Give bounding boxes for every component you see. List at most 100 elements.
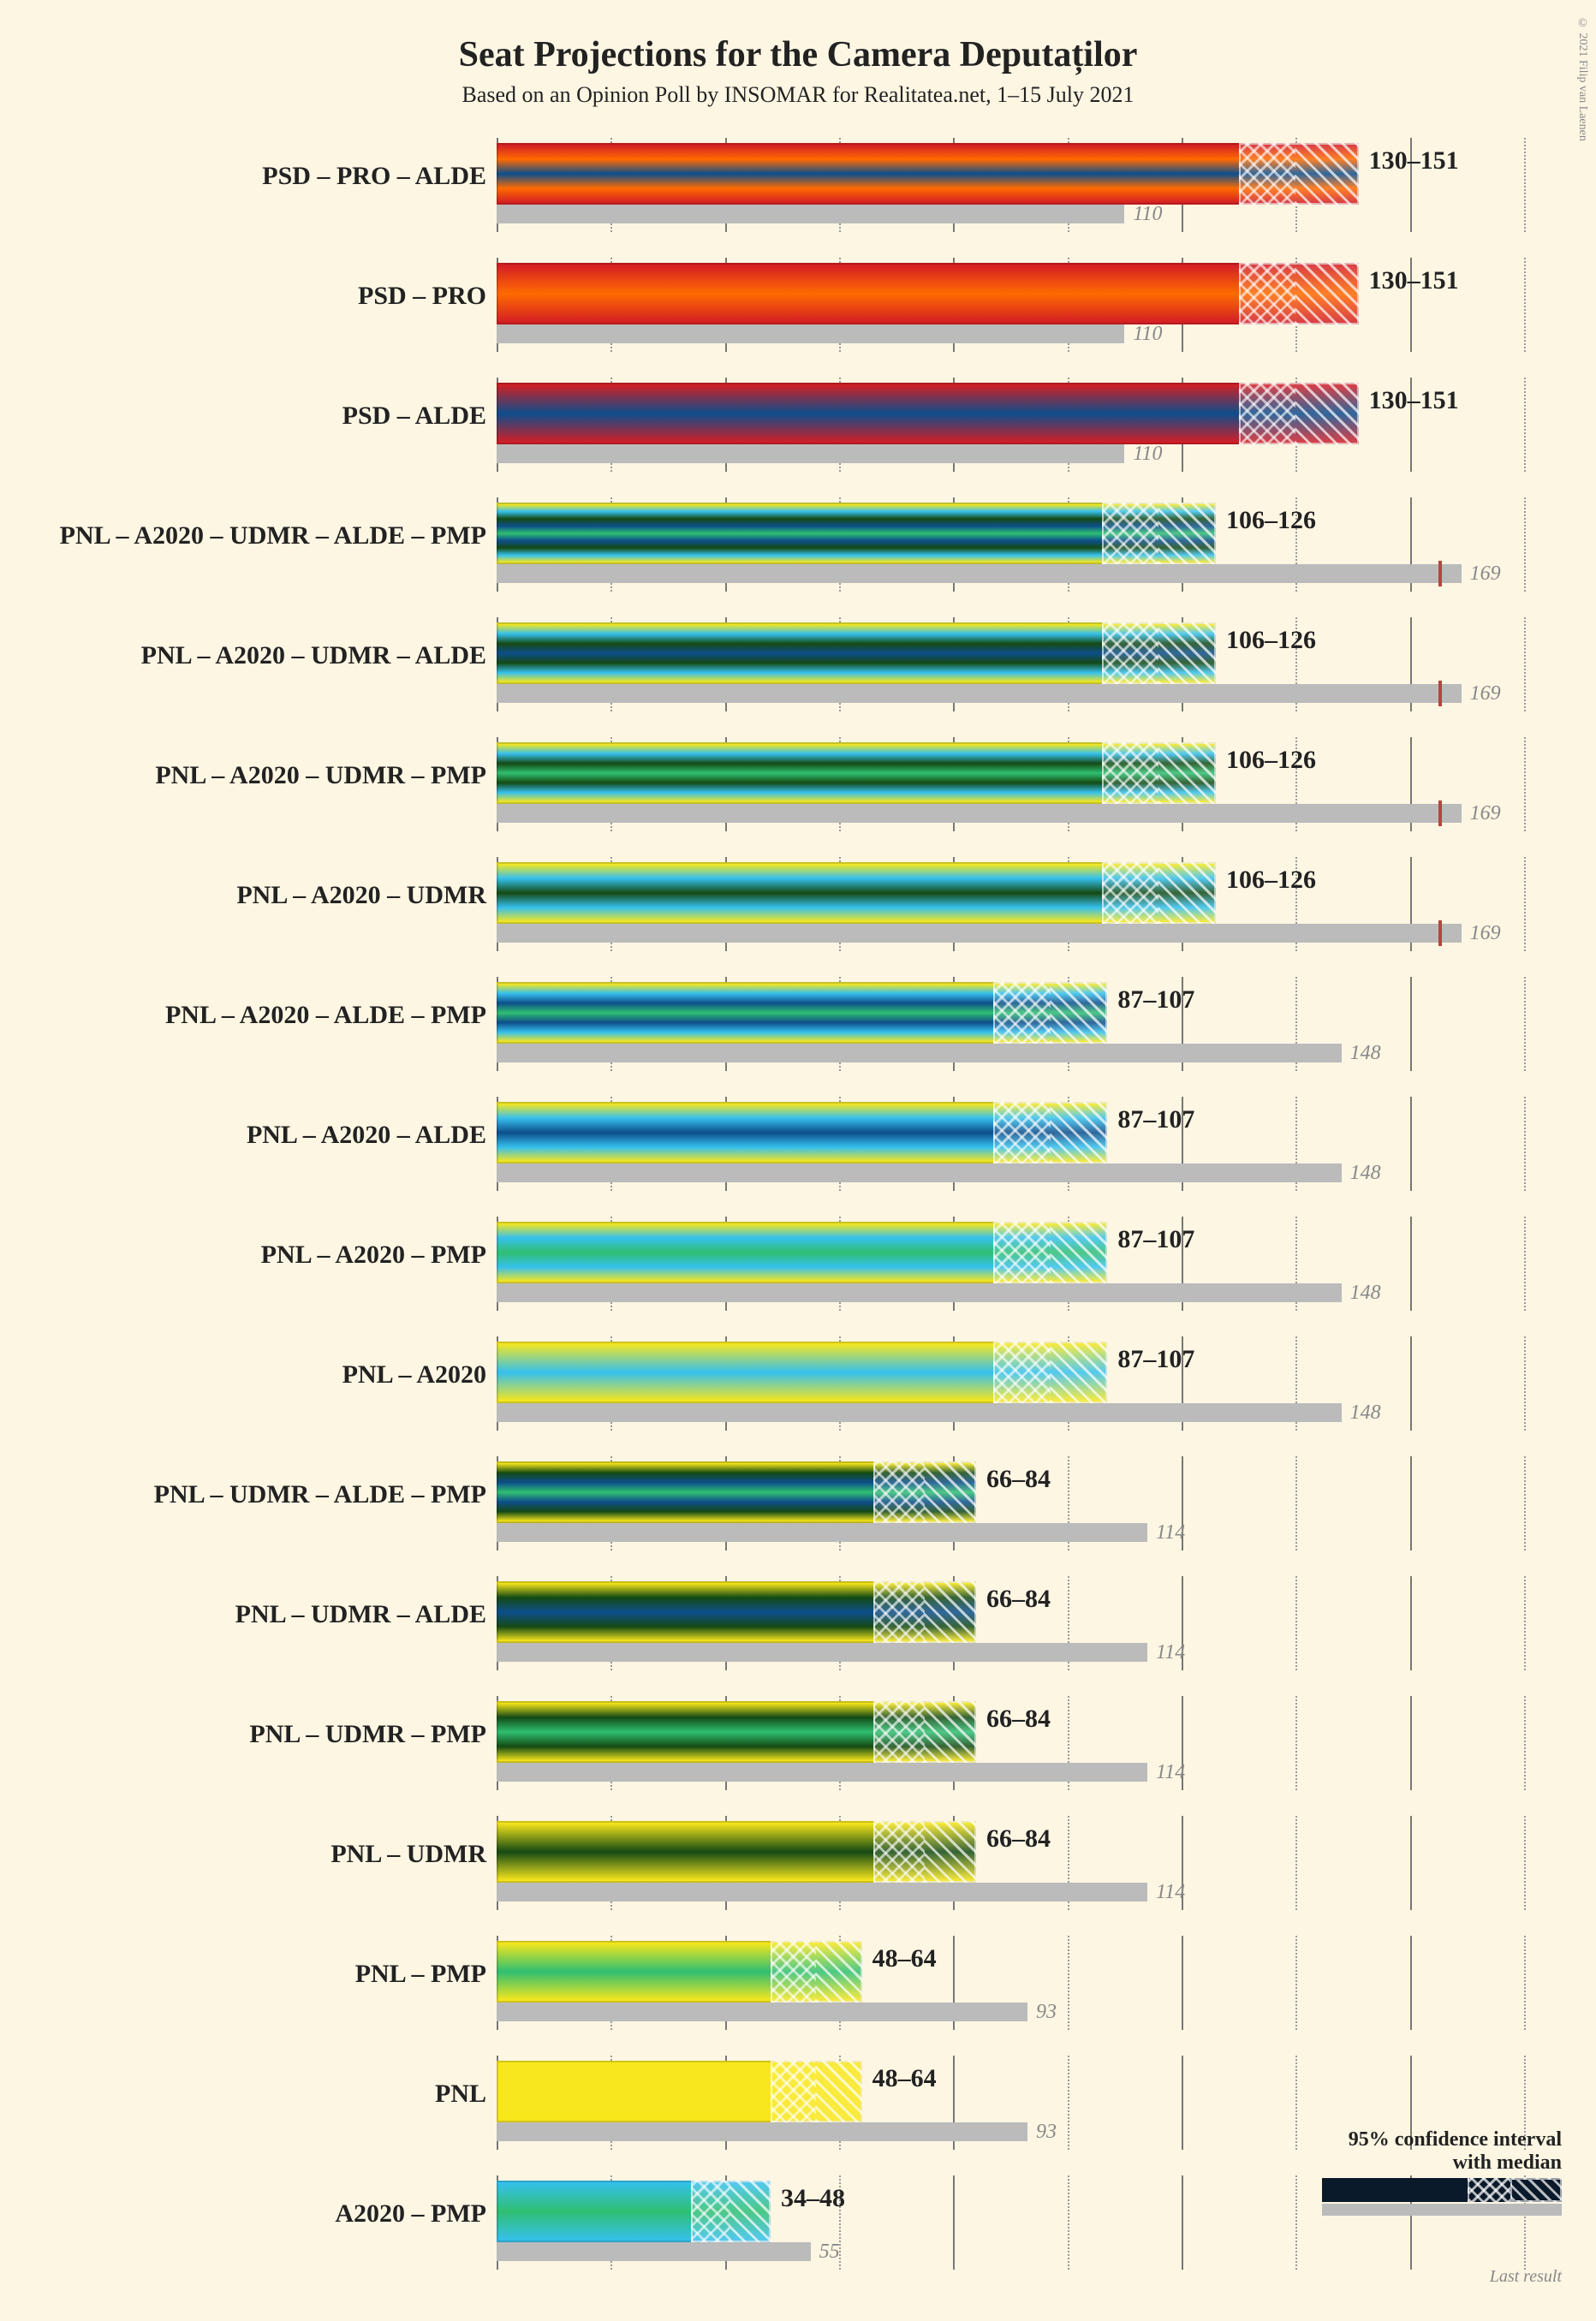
last-result-bar: [497, 1523, 1147, 1542]
coalition-label: PNL – A2020 – PMP: [261, 1241, 486, 1270]
coalition-label: A2020 – PMP: [335, 2199, 486, 2229]
ci-upper-hatch: [1158, 742, 1216, 804]
range-label: 66–84: [986, 1824, 1051, 1854]
plot-area: 93 48–64: [497, 1936, 1524, 2030]
range-label: 106–126: [1226, 506, 1316, 535]
coalition-row: PNL – UDMR11466–84: [497, 1816, 1524, 1910]
plot-area: 110130–151: [497, 378, 1524, 472]
ci-lower-hatch: [873, 1461, 925, 1523]
last-result-bar: [497, 564, 1462, 583]
plot-area: 169106–126: [497, 737, 1524, 831]
ci-upper-hatch: [1158, 622, 1216, 684]
last-result-bar: [497, 1643, 1147, 1662]
coalition-row: PNL – A2020 – UDMR169106–126: [497, 857, 1524, 951]
ci-lower-hatch: [1239, 383, 1296, 444]
last-result-value: 148: [1350, 1042, 1381, 1065]
coalition-label: PNL – A2020: [342, 1360, 486, 1390]
last-result-bar: [497, 1763, 1147, 1782]
plot-area: 14887–107: [497, 977, 1524, 1071]
coalition-row: PNL – PMP9348–64: [497, 1936, 1524, 2030]
projection-bar: [497, 383, 1359, 444]
chart-subtitle: Based on an Opinion Poll by INSOMAR for …: [26, 82, 1570, 108]
ci-upper-hatch: [1051, 1102, 1108, 1163]
plot-area: 11466–84: [497, 1576, 1524, 1670]
ci-upper-hatch: [1051, 1222, 1108, 1283]
ci-upper-hatch: [1295, 383, 1358, 444]
coalition-row: PNL – UDMR – ALDE11466–84: [497, 1576, 1524, 1670]
last-result-value: 169: [1470, 802, 1501, 825]
projection-bar: [497, 143, 1359, 205]
plot-area: 110130–151: [497, 258, 1524, 352]
ci-lower-hatch: [993, 982, 1051, 1044]
last-result-bar: [497, 1283, 1342, 1302]
ci-upper-hatch: [1158, 862, 1216, 924]
ci-upper-hatch: [925, 1821, 976, 1883]
coalition-label: PNL – A2020 – ALDE – PMP: [165, 1001, 486, 1030]
range-label: 87–107: [1117, 1105, 1194, 1134]
ci-upper-hatch: [925, 1581, 976, 1643]
last-result-value: 93: [1036, 2001, 1057, 2024]
last-result-bar: [497, 1163, 1342, 1182]
range-label: 48–64: [872, 1944, 937, 1973]
ci-lower-hatch: [1102, 742, 1159, 804]
plot-area: 114 66–84: [497, 1816, 1524, 1910]
coalition-label: PNL – A2020 – ALDE: [247, 1121, 486, 1150]
ci-upper-hatch: [730, 2181, 771, 2242]
legend: 95% confidence interval with median Last…: [1322, 2128, 1562, 2287]
range-label: 66–84: [986, 1705, 1051, 1734]
last-result-bar: [497, 1403, 1342, 1422]
range-label: 130–151: [1369, 146, 1459, 176]
ci-lower-hatch: [1239, 263, 1296, 324]
plot-area: 14887–107: [497, 1217, 1524, 1311]
ci-lower-hatch: [1239, 143, 1296, 205]
last-result-value: 169: [1470, 682, 1501, 705]
last-result-bar: [497, 324, 1124, 343]
coalition-row: PNL – A2020 – ALDE14887–107: [497, 1097, 1524, 1191]
ci-upper-hatch: [1158, 503, 1216, 564]
coalition-label: PNL – A2020 – UDMR – ALDE: [141, 641, 486, 670]
ci-lower-hatch: [993, 1342, 1051, 1403]
range-label: 87–107: [1117, 1225, 1194, 1254]
majority-mark: [1438, 561, 1442, 586]
last-result-bar: [497, 205, 1124, 223]
coalition-row: PNL – UDMR – PMP11466–84: [497, 1696, 1524, 1790]
range-label: 130–151: [1369, 386, 1459, 415]
last-result-value: 114: [1156, 1881, 1185, 1904]
legend-line1: 95% confidence interval: [1322, 2128, 1562, 2151]
last-result-value: 148: [1350, 1162, 1381, 1185]
last-result-bar: [497, 684, 1462, 703]
coalition-row: PNL – A202014887–107: [497, 1336, 1524, 1431]
coalition-label: PNL – A2020 – UDMR: [236, 881, 486, 910]
ci-lower-hatch: [771, 2061, 816, 2122]
coalition-label: PNL – UDMR – ALDE – PMP: [154, 1480, 486, 1509]
coalition-row: PNL – A2020 – UDMR – PMP169106–126: [497, 737, 1524, 831]
coalition-label: PSD – PRO – ALDE: [262, 162, 486, 191]
range-label: 106–126: [1226, 626, 1316, 655]
last-result-value: 55: [819, 2241, 840, 2264]
ci-upper-hatch: [1051, 982, 1108, 1044]
last-result-bar: [497, 924, 1462, 943]
last-result-bar: [497, 2242, 811, 2261]
plot-area: 169106–126: [497, 497, 1524, 592]
plot-area: 169106–126: [497, 857, 1524, 951]
coalition-row: PNL – UDMR – ALDE – PMP11466–84: [497, 1456, 1524, 1550]
range-label: 34–48: [781, 2184, 845, 2213]
majority-mark: [1438, 920, 1442, 946]
ci-lower-hatch: [1102, 503, 1159, 564]
coalition-label: PNL: [435, 2080, 486, 2109]
last-result-bar: [497, 1044, 1342, 1062]
last-result-bar: [497, 804, 1462, 823]
chart-title: Seat Projections for the Camera Deputați…: [26, 34, 1570, 75]
last-result-bar: [497, 1883, 1147, 1901]
majority-mark: [1438, 681, 1442, 706]
coalition-row: PSD – ALDE110130–151: [497, 378, 1524, 472]
ci-lower-hatch: [873, 1821, 925, 1883]
last-result-value: 114: [1156, 1641, 1185, 1664]
last-result-value: 114: [1156, 1521, 1185, 1544]
ci-lower-hatch: [873, 1701, 925, 1763]
legend-swatch: [1322, 2178, 1562, 2221]
coalition-row: PSD – PRO – ALDE110130–151: [497, 138, 1524, 232]
seat-projection-chart: PSD – PRO – ALDE110130–151PSD – PRO11013…: [497, 138, 1524, 2270]
range-label: 106–126: [1226, 866, 1316, 895]
coalition-label: PNL – PMP: [355, 1960, 486, 1989]
